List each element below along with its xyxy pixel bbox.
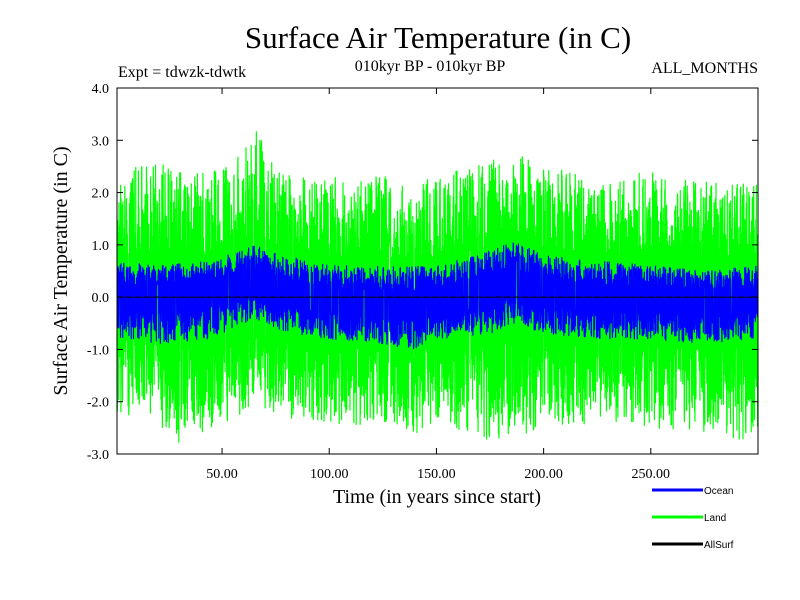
y-tick-label: 1.0	[92, 239, 110, 254]
y-tick-label: -1.0	[87, 343, 109, 358]
legend-label-land: Land	[704, 513, 726, 524]
y-tick-label: 4.0	[92, 82, 110, 97]
y-tick-label: 3.0	[92, 134, 110, 149]
x-tick-label: 50.00	[206, 467, 238, 482]
months-label: ALL_MONTHS	[651, 60, 758, 77]
legend-label-ocean: Ocean	[704, 486, 733, 497]
x-tick-label: 100.00	[310, 467, 349, 482]
chart-title: Surface Air Temperature (in C)	[245, 20, 631, 55]
y-tick-label: -2.0	[87, 396, 109, 411]
y-axis: -3.0 -2.0 -1.0 0.0 1.0 2.0 3.0 4.0	[87, 82, 758, 463]
x-axis: 50.00 100.00 150.00 200.00 250.00	[206, 88, 670, 482]
x-tick-label: 250.00	[632, 467, 671, 482]
series-line-land	[117, 131, 758, 443]
y-tick-label: -3.0	[87, 448, 109, 463]
plot-frame	[116, 87, 759, 455]
experiment-label: Expt = tdwzk-tdwtk	[118, 64, 246, 81]
legend-label-allsurf: AllSurf	[704, 540, 734, 551]
y-tick-label: 2.0	[92, 187, 110, 202]
legend: Ocean Land AllSurf	[652, 486, 734, 551]
series-line-ocean	[117, 242, 758, 350]
y-axis-label: Surface Air Temperature (in C)	[50, 146, 72, 395]
x-axis-label: Time (in years since start)	[333, 486, 541, 508]
period-label: 010kyr BP - 010kyr BP	[355, 58, 506, 75]
x-tick-label: 200.00	[524, 467, 563, 482]
y-tick-label: 0.0	[92, 291, 110, 306]
x-tick-label: 150.00	[417, 467, 456, 482]
